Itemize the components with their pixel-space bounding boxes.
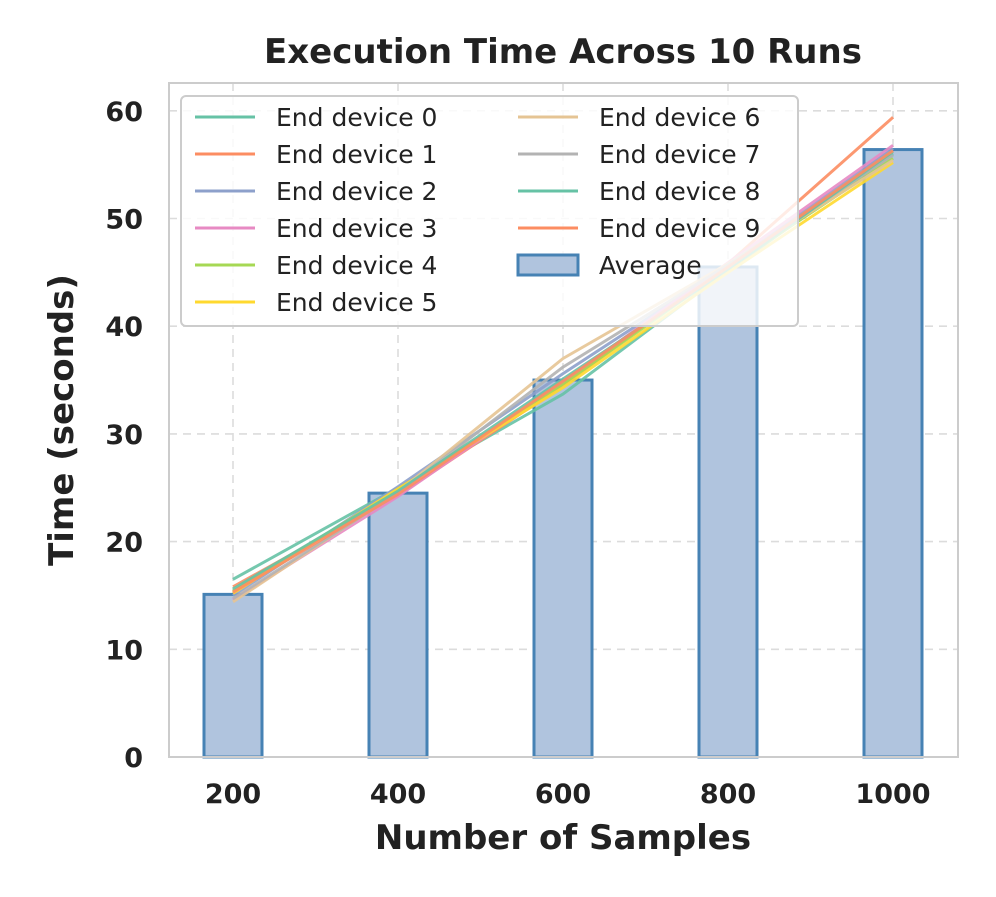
legend-label-5: End device 5 — [276, 288, 437, 317]
legend-label-1: End device 1 — [276, 140, 437, 169]
legend-label-average: Average — [599, 251, 702, 280]
bar-600 — [532, 378, 594, 759]
x-tick-label-1: 400 — [370, 779, 426, 810]
legend: End device 0 End device 1 End device 2 End … — [180, 95, 799, 327]
x-tick-label-3: 800 — [700, 779, 756, 810]
legend-box — [180, 95, 799, 327]
y-tick-label-0: 0 — [124, 743, 143, 774]
legend-label-6: End device 6 — [599, 103, 760, 132]
bar-200 — [202, 592, 264, 759]
y-ticks: 0 10 20 30 40 50 60 — [105, 97, 143, 774]
x-tick-label-2: 600 — [535, 779, 591, 810]
legend-label-8: End device 8 — [599, 177, 760, 206]
legend-label-0: End device 0 — [276, 103, 437, 132]
legend-label-2: End device 2 — [276, 177, 437, 206]
y-axis-label: Time (seconds) — [42, 274, 82, 566]
bar-1000 — [862, 148, 924, 759]
x-ticks: 200 400 600 800 1000 — [205, 779, 931, 810]
y-tick-label-3: 30 — [105, 420, 143, 451]
legend-label-9: End device 9 — [599, 214, 760, 243]
y-tick-label-1: 10 — [105, 635, 143, 666]
bars — [202, 148, 924, 759]
chart-title: Execution Time Across 10 Runs — [264, 32, 862, 72]
x-tick-label-0: 200 — [205, 779, 261, 810]
legend-label-4: End device 4 — [276, 251, 437, 280]
y-tick-label-5: 50 — [105, 205, 143, 236]
legend-label-3: End device 3 — [276, 214, 437, 243]
y-tick-label-2: 20 — [105, 528, 143, 559]
y-tick-label-4: 40 — [105, 312, 143, 343]
x-tick-label-4: 1000 — [855, 779, 930, 810]
x-axis-label: Number of Samples — [375, 818, 751, 858]
bar-800 — [697, 265, 759, 759]
plot-frame — [168, 82, 959, 758]
bar-400 — [367, 491, 429, 759]
y-tick-label-6: 60 — [105, 97, 143, 128]
legend-label-7: End device 7 — [599, 140, 760, 169]
legend-swatch-average — [516, 253, 580, 277]
